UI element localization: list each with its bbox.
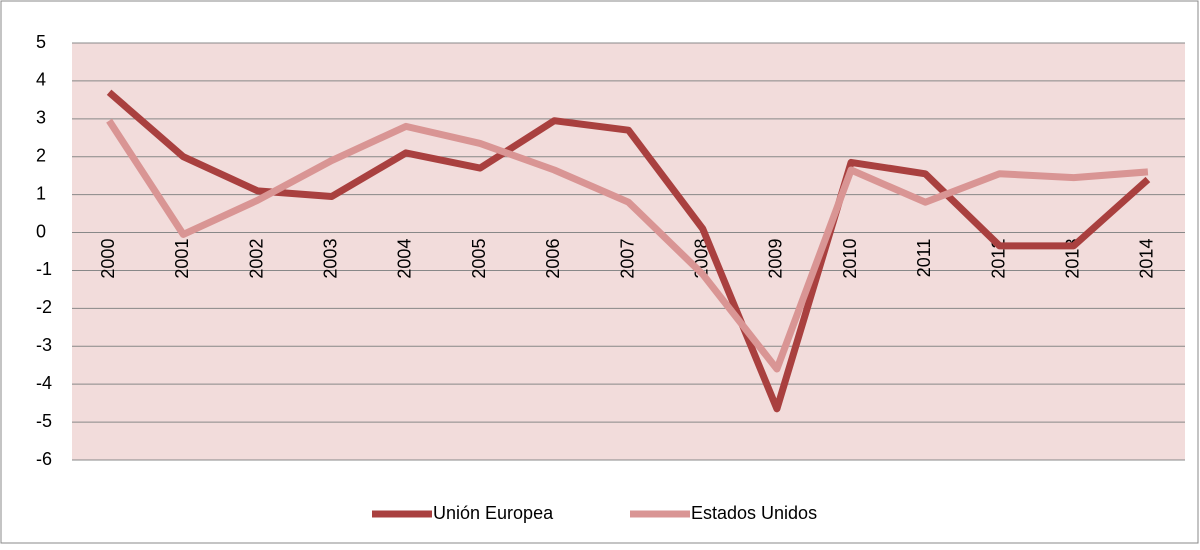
x-tick-label: 2009 <box>766 239 786 279</box>
x-tick-label: 2006 <box>543 239 563 279</box>
x-tick-label: 2011 <box>914 239 934 278</box>
y-tick-label: 3 <box>36 108 46 128</box>
x-tick-label: 2007 <box>617 239 637 279</box>
y-tick-label: 5 <box>36 32 46 52</box>
x-tick-label: 2005 <box>469 239 489 279</box>
y-tick-label: -6 <box>36 449 52 469</box>
y-tick-label: -1 <box>36 259 52 279</box>
y-tick-label: 0 <box>36 221 46 241</box>
y-tick-label: -4 <box>36 373 52 393</box>
x-tick-label: 2002 <box>246 239 266 279</box>
y-tick-label: 4 <box>36 70 46 90</box>
x-tick-label: 2003 <box>320 239 340 279</box>
y-tick-label: -2 <box>36 297 52 317</box>
legend-label: Unión Europea <box>433 503 554 523</box>
y-tick-label: 1 <box>36 183 46 203</box>
x-tick-label: 2004 <box>395 239 415 279</box>
x-tick-label: 2014 <box>1137 239 1157 279</box>
x-tick-label: 2001 <box>172 239 192 279</box>
y-tick-label: -5 <box>36 411 52 431</box>
plot-area <box>72 43 1185 460</box>
series-line <box>106 89 1151 413</box>
series-line <box>106 118 1149 373</box>
x-tick-label: 2000 <box>98 239 118 279</box>
x-tick-label: 2010 <box>840 239 860 279</box>
y-tick-label: -3 <box>36 335 52 355</box>
y-tick-label: 2 <box>36 145 46 165</box>
legend-label: Estados Unidos <box>691 503 817 523</box>
